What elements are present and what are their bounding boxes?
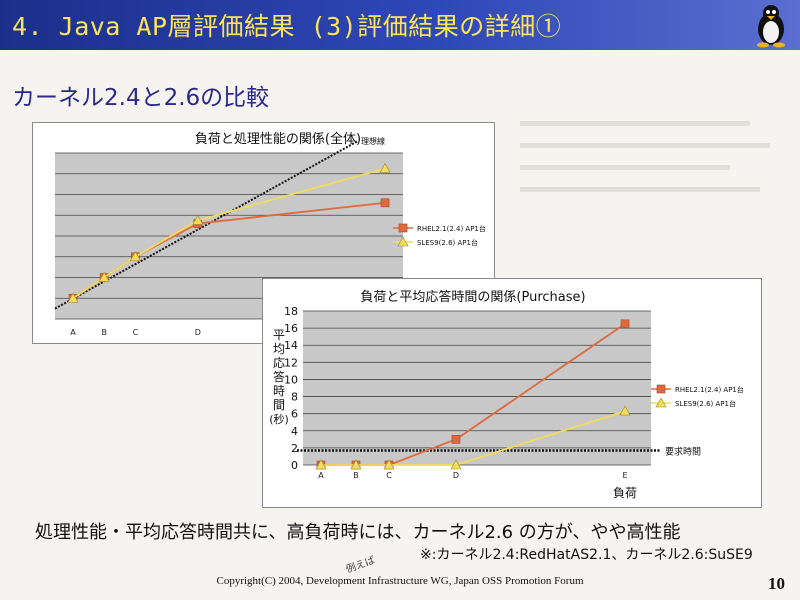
y-axis-label-unit: (秒) — [269, 412, 289, 426]
y-tick-label: 18 — [284, 305, 298, 318]
data-point — [619, 405, 631, 416]
chart-title: 負荷と平均応答時間の関係(Purchase) — [360, 289, 585, 305]
data-point — [379, 162, 391, 173]
data-point — [383, 459, 395, 470]
x-tick-label: A — [318, 471, 324, 480]
y-tick-label: 8 — [291, 391, 298, 404]
data-point — [380, 198, 390, 208]
y-axis-label-char: 答 — [273, 369, 285, 384]
y-axis-label-char: 平 — [273, 328, 285, 342]
x-tick-label: D — [195, 328, 201, 337]
data-point — [450, 459, 462, 470]
y-axis-label-char: 間 — [273, 398, 285, 412]
data-point — [98, 271, 110, 282]
legend-marker — [656, 384, 666, 394]
data-point — [620, 319, 630, 329]
slide-title: 4. Java AP層評価結果 (3)評価結果の詳細① — [12, 12, 562, 41]
y-tick-label: 2 — [291, 442, 298, 455]
y-tick-label: 16 — [284, 322, 298, 335]
handwritten-annotation: 例えば — [344, 555, 377, 576]
x-tick-label: A — [70, 328, 76, 337]
data-point — [192, 214, 204, 225]
y-axis-label-char: 時 — [273, 384, 285, 398]
section-subtitle: カーネル2.4と2.6の比較 — [12, 85, 270, 111]
data-point — [129, 251, 141, 262]
chart-title: 負荷と処理性能の関係(全体) — [195, 131, 361, 147]
x-axis-label: 負荷 — [613, 486, 637, 500]
response-time-chart: 0 2 4 6 8 10 12 14 16 18 A B C D E 要求時間 負荷と平均応答時間の関係(Pur… — [269, 289, 744, 500]
data-point — [451, 435, 461, 444]
title-bar: 4. Java AP層評価結果 (3)評価結果の詳細① — [0, 0, 800, 50]
legend-marker — [397, 236, 409, 247]
ideal-line-label: 理想線 — [361, 136, 385, 146]
x-tick-label: B — [101, 328, 107, 337]
data-point — [315, 459, 327, 470]
data-point — [350, 459, 362, 470]
x-tick-label: C — [133, 328, 139, 337]
y-tick-label: 4 — [291, 425, 298, 438]
y-tick-label: 12 — [284, 356, 298, 369]
legend-marker — [655, 397, 667, 408]
tux-penguin-icon — [757, 5, 785, 48]
response-time-chart-panel: 0 2 4 6 8 10 12 14 16 18 A B C D E 要求時間 負荷と平均応答時間の関係(Pur… — [262, 278, 762, 508]
x-tick-label: C — [386, 471, 392, 480]
show-through-artifact — [520, 100, 790, 210]
threshold-label: 要求時間 — [665, 445, 701, 457]
legend-label: SLES9(2.6) AP1台 — [675, 399, 736, 408]
x-tick-label: D — [453, 471, 459, 480]
legend-label: SLES9(2.6) AP1台 — [417, 238, 478, 247]
y-tick-label: 6 — [291, 408, 298, 421]
copyright-notice: Copyright(C) 2004, Development Infrastru… — [216, 575, 584, 587]
data-point — [67, 292, 79, 303]
footnote: ※:カーネル2.4:RedHatAS2.1、カーネル2.6:SuSE9 — [420, 547, 753, 563]
y-tick-label: 0 — [291, 459, 298, 472]
plot-area — [303, 311, 651, 465]
legend-marker — [398, 223, 408, 233]
y-axis-label-char: 均 — [273, 342, 285, 356]
page-number: 10 — [768, 574, 785, 593]
y-tick-label: 14 — [284, 339, 298, 352]
x-tick-label: B — [353, 471, 359, 480]
y-tick-label: 10 — [284, 373, 298, 386]
x-tick-label: E — [622, 471, 627, 480]
y-axis-label-char: 応 — [273, 356, 285, 370]
legend-label: RHEL2.1(2.4) AP1台 — [675, 385, 744, 394]
legend-label: RHEL2.1(2.4) AP1台 — [417, 224, 486, 233]
conclusion-text: 処理性能・平均応答時間共に、高負荷時には、カーネル2.6 の方が、やや高性能 — [35, 522, 681, 543]
